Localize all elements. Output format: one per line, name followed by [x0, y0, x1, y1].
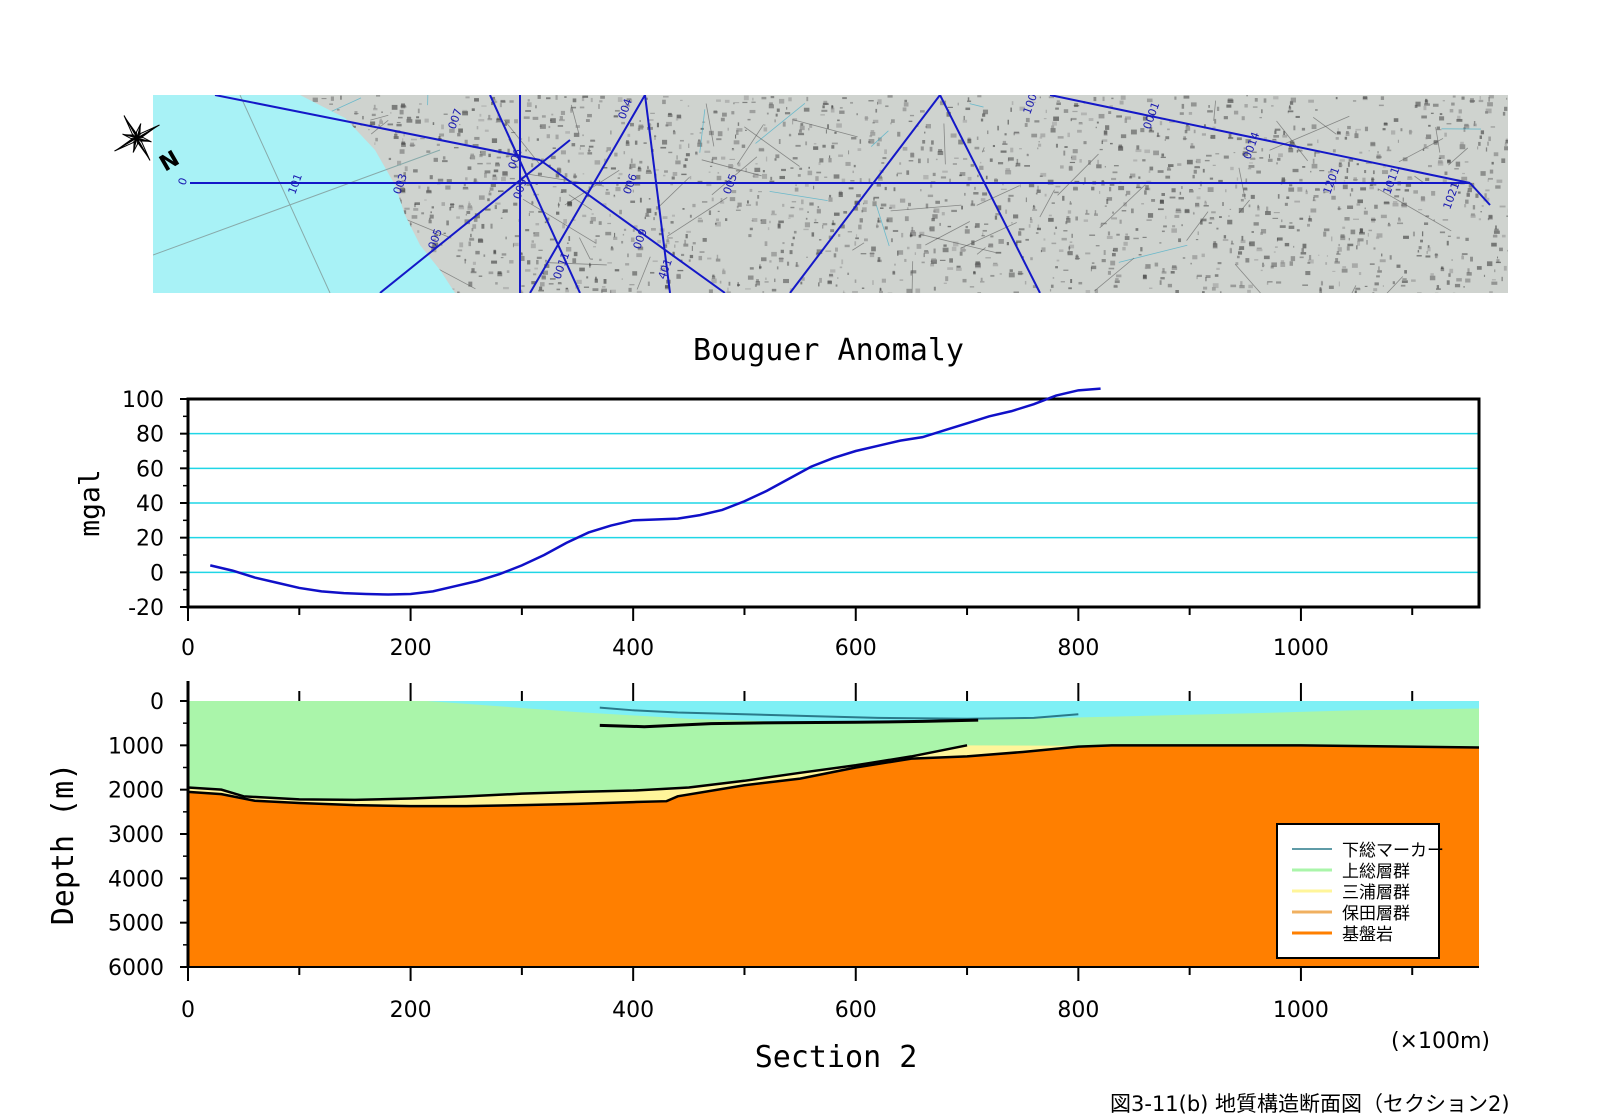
y-tick-label: 40: [136, 492, 164, 517]
y-axis-label: Depth (m): [46, 763, 81, 926]
y-tick-label: -20: [128, 596, 164, 621]
y-tick-label: 1000: [108, 734, 164, 759]
x-tick-label: 1000: [1273, 998, 1329, 1023]
x-tick-label: 200: [390, 636, 432, 661]
x-tick-label: 400: [612, 636, 654, 661]
y-tick-label: 2000: [108, 779, 164, 804]
y-tick-label: 5000: [108, 912, 164, 937]
legend-label: 上総層群: [1342, 862, 1410, 882]
chart-title: Bouguer Anomaly: [693, 333, 964, 368]
x-axis-label: Section 2: [755, 1040, 918, 1075]
y-tick-label: 0: [150, 561, 164, 586]
x-tick-label: 1000: [1273, 636, 1329, 661]
x-tick-label: 0: [181, 636, 195, 661]
legend-label: 下総マーカー: [1342, 841, 1444, 861]
y-tick-label: 3000: [108, 823, 164, 848]
y-tick-label: 60: [136, 457, 164, 482]
x-tick-label: 600: [835, 636, 877, 661]
x-tick-label: 200: [390, 998, 432, 1023]
x-tick-label: 0: [181, 998, 195, 1023]
bouguer-line: [210, 389, 1100, 595]
y-tick-label: 0: [150, 690, 164, 715]
x-tick-label: 400: [612, 998, 654, 1023]
y-tick-label: 80: [136, 423, 164, 448]
y-tick-label: 6000: [108, 956, 164, 981]
x-tick-label: 800: [1057, 998, 1099, 1023]
y-axis-label: mgal: [73, 469, 106, 536]
legend-label: 基盤岩: [1342, 925, 1393, 945]
y-tick-label: 20: [136, 527, 164, 552]
legend-label: 保田層群: [1342, 904, 1410, 924]
y-tick-label: 4000: [108, 867, 164, 892]
legend-label: 三浦層群: [1342, 883, 1410, 903]
figure-caption: 図3-11(b) 地質構造断面図（セクション2): [1110, 1088, 1510, 1118]
x-tick-label: 600: [835, 998, 877, 1023]
x-unit-label: (×100m): [1391, 1029, 1490, 1054]
x-tick-label: 800: [1057, 636, 1099, 661]
y-tick-label: 100: [122, 388, 164, 413]
